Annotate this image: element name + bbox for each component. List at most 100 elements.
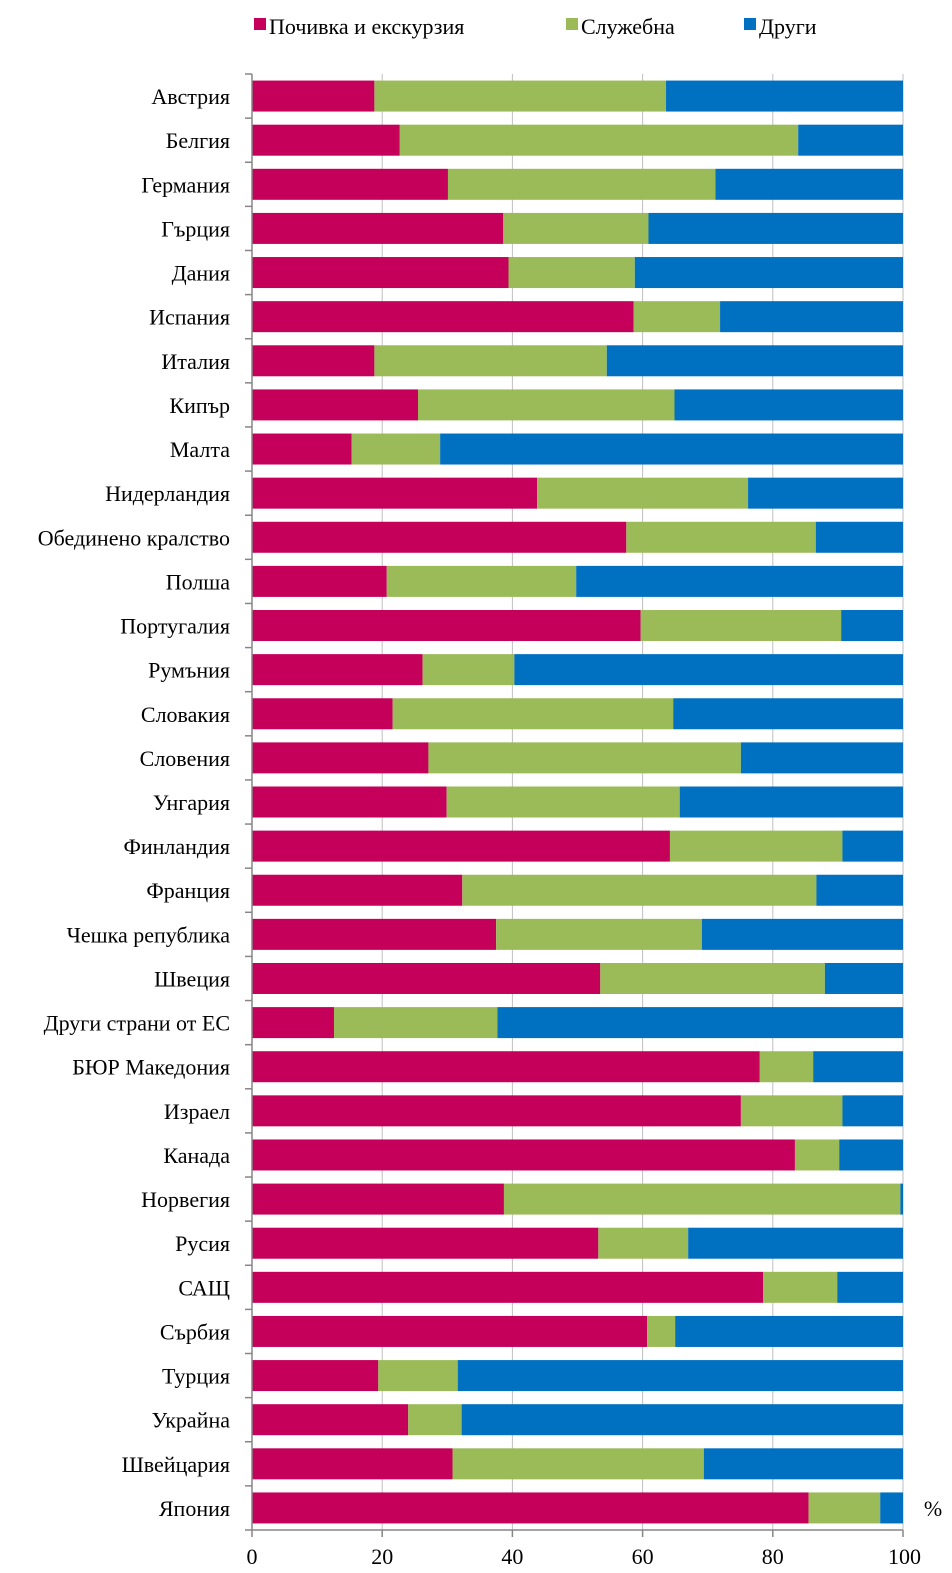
category-label: Румъния [148, 658, 230, 683]
bar-segment [740, 1095, 843, 1127]
category-label: Франция [146, 878, 230, 903]
category-label: Швейцария [122, 1452, 230, 1477]
bar-segment [252, 962, 601, 994]
category-label: Германия [141, 172, 230, 197]
bar-segment [252, 433, 352, 465]
bar-segment [503, 1183, 901, 1215]
bar-segment [808, 1492, 881, 1524]
bar-segment [496, 918, 702, 950]
bar-segment [537, 477, 749, 509]
category-labels: Австрия Белгия Германия Гърция Дания Испания И… [38, 84, 231, 1521]
legend-label: Почивка и екскурзия [269, 14, 464, 39]
bar-segment [600, 962, 825, 994]
axes [245, 73, 904, 1537]
bar-segment [626, 521, 816, 553]
legend: Почивка и екскурзия Служебна Други [254, 14, 817, 39]
bar-segment [252, 742, 429, 774]
bar-segment [514, 654, 903, 686]
category-label: Норвегия [141, 1187, 230, 1212]
x-tick-label: 20 [371, 1544, 393, 1569]
category-label: БЮР Македония [72, 1055, 230, 1080]
bar-segment [428, 742, 741, 774]
bar-segment [842, 1095, 903, 1127]
bars [252, 80, 903, 1524]
bar-segment [252, 1007, 335, 1039]
bar-segment [252, 477, 538, 509]
bar-segment [798, 124, 903, 156]
legend-label: Други [759, 14, 817, 39]
bar-segment [252, 918, 497, 950]
bar-segment [252, 301, 634, 333]
bar-segment [392, 698, 674, 730]
bar-segment [748, 477, 903, 509]
bar-segment [252, 1492, 809, 1524]
legend-swatch [566, 18, 578, 30]
bar-segment [252, 1315, 648, 1347]
category-label: Други страни от ЕС [44, 1011, 230, 1036]
x-tick-label: 80 [762, 1544, 784, 1569]
x-unit-label: % [924, 1496, 942, 1521]
bar-segment [252, 565, 387, 597]
bar-segment [763, 1271, 838, 1303]
bar-segment [813, 1051, 903, 1083]
bar-segment [839, 1139, 903, 1171]
bar-segment [508, 257, 635, 289]
bar-segment [598, 1227, 689, 1259]
x-tick-label: 0 [247, 1544, 258, 1569]
bar-segment [408, 1404, 462, 1436]
bar-segment [669, 830, 843, 862]
category-label: Турция [162, 1364, 230, 1389]
category-label: Кипър [169, 393, 230, 418]
x-tick-label: 40 [501, 1544, 523, 1569]
bar-segment [252, 654, 423, 686]
category-label: Малта [170, 437, 230, 462]
legend-label: Служебна [581, 14, 675, 39]
legend-swatch [254, 18, 266, 30]
category-label: Обединено кралство [38, 525, 230, 550]
bar-segment [252, 1183, 504, 1215]
bar-segment [452, 1448, 704, 1480]
bar-segment [252, 830, 670, 862]
bar-segment [252, 1095, 741, 1127]
bar-segment [674, 389, 903, 421]
bar-segment [675, 1315, 903, 1347]
category-label: Австрия [151, 84, 230, 109]
bar-segment [715, 168, 903, 200]
bar-segment [740, 742, 903, 774]
category-label: Унгария [153, 790, 230, 815]
bar-segment [842, 830, 903, 862]
bar-segment [252, 1360, 379, 1392]
bar-segment [252, 1227, 599, 1259]
bar-segment [633, 301, 721, 333]
bar-segment [418, 389, 675, 421]
bar-segment [374, 345, 607, 377]
category-label: Дания [172, 261, 230, 286]
category-label: САЩ [178, 1275, 230, 1300]
bar-segment [252, 1051, 760, 1083]
bar-segment [252, 698, 393, 730]
category-label: Словакия [141, 702, 230, 727]
bar-segment [378, 1360, 458, 1392]
category-label: Япония [159, 1496, 230, 1521]
bar-segment [673, 698, 903, 730]
bar-segment [503, 212, 649, 244]
category-label: Италия [161, 349, 230, 374]
bar-segment [841, 610, 903, 642]
bar-segment [334, 1007, 498, 1039]
bar-segment [900, 1183, 903, 1215]
bar-segment [374, 80, 667, 112]
bar-segment [703, 1448, 903, 1480]
category-label: Швеция [154, 966, 230, 991]
category-label: Нидерландия [105, 481, 230, 506]
bar-segment [576, 565, 903, 597]
bar-segment [497, 1007, 903, 1039]
legend-swatch [744, 18, 756, 30]
bar-segment [252, 610, 641, 642]
bar-segment [666, 80, 903, 112]
category-label: Русия [175, 1231, 230, 1256]
bar-segment [252, 168, 448, 200]
bar-segment [252, 1448, 453, 1480]
bar-segment [422, 654, 515, 686]
bar-segment [252, 124, 400, 156]
bar-segment [457, 1360, 903, 1392]
